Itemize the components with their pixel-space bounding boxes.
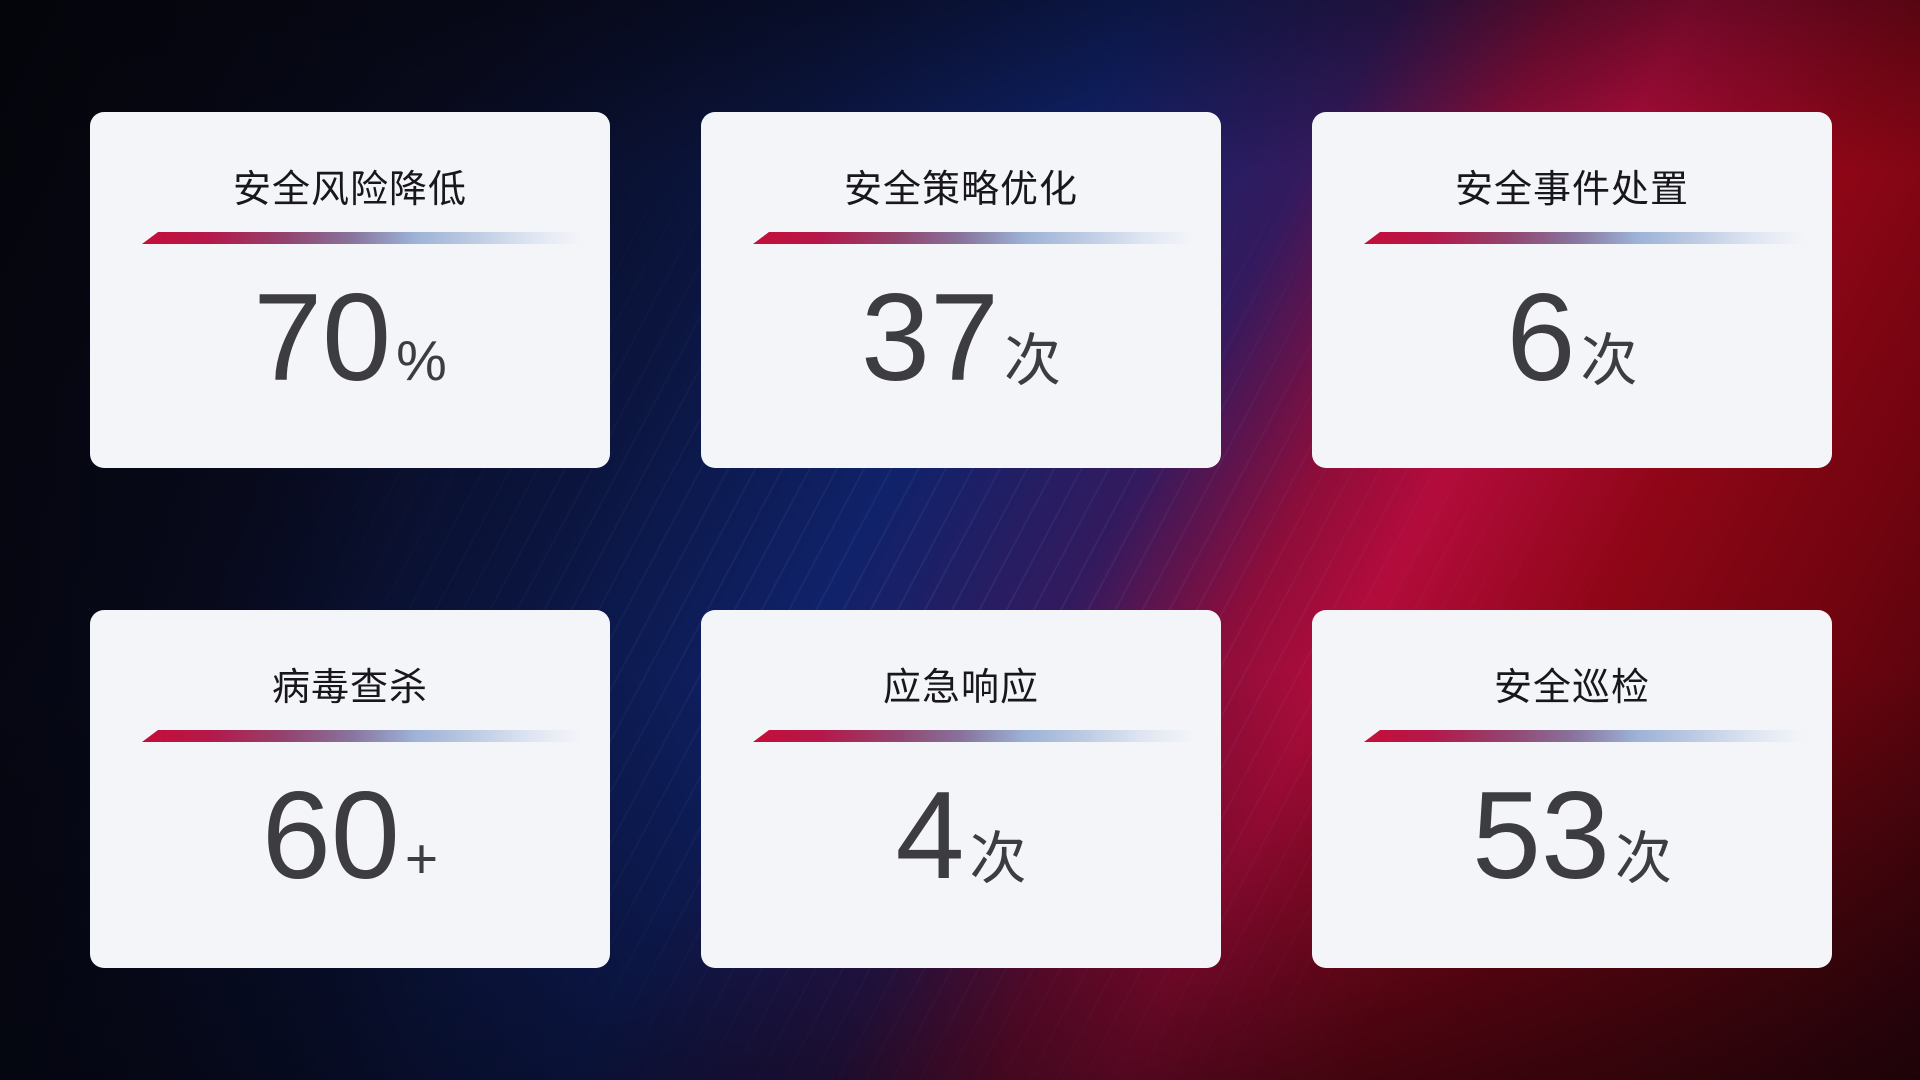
card-unit: + — [404, 827, 439, 891]
card-unit: 次 — [969, 827, 1027, 891]
stat-card-incident-handling: 安全事件处置 6 次 — [1312, 112, 1832, 468]
card-value-row: 70 % — [90, 276, 610, 400]
card-title: 安全策略优化 — [843, 169, 1078, 211]
divider-gradient-bar — [142, 730, 596, 742]
stat-card-emergency-response: 应急响应 4 次 — [701, 610, 1221, 968]
stat-card-policy-optimization: 安全策略优化 37 次 — [701, 112, 1221, 468]
card-value: 37 — [861, 269, 999, 407]
card-unit: 次 — [1003, 329, 1061, 393]
card-title: 安全巡检 — [1493, 667, 1650, 709]
card-value-row: 6 次 — [1312, 276, 1832, 400]
card-value: 6 — [1506, 269, 1576, 407]
card-title: 安全事件处置 — [1454, 169, 1689, 211]
divider-gradient-bar — [753, 730, 1207, 742]
card-value: 4 — [895, 767, 965, 905]
stats-grid: 安全风险降低 70 % 安全策略优化 37 次 安全事件处置 6 次 病毒查 — [90, 112, 1832, 968]
card-title: 安全风险降低 — [232, 169, 467, 211]
card-unit: 次 — [1614, 827, 1672, 891]
card-value-row: 53 次 — [1312, 774, 1832, 898]
stat-card-security-inspection: 安全巡检 53 次 — [1312, 610, 1832, 968]
card-value: 70 — [253, 269, 392, 407]
divider-gradient-bar — [142, 232, 596, 244]
card-unit: 次 — [1580, 329, 1638, 393]
divider-gradient-bar — [1364, 232, 1818, 244]
stat-card-virus-scan: 病毒查杀 60 + — [90, 610, 610, 968]
stat-card-risk-reduction: 安全风险降低 70 % — [90, 112, 610, 468]
card-title: 应急响应 — [882, 667, 1039, 709]
card-value: 53 — [1472, 767, 1610, 905]
divider-gradient-bar — [1364, 730, 1818, 742]
card-value-row: 4 次 — [701, 774, 1221, 898]
card-value: 60 — [261, 767, 400, 905]
card-unit: % — [396, 329, 447, 393]
card-value-row: 37 次 — [701, 276, 1221, 400]
card-value-row: 60 + — [90, 774, 610, 898]
card-title: 病毒查杀 — [271, 667, 428, 709]
divider-gradient-bar — [753, 232, 1207, 244]
